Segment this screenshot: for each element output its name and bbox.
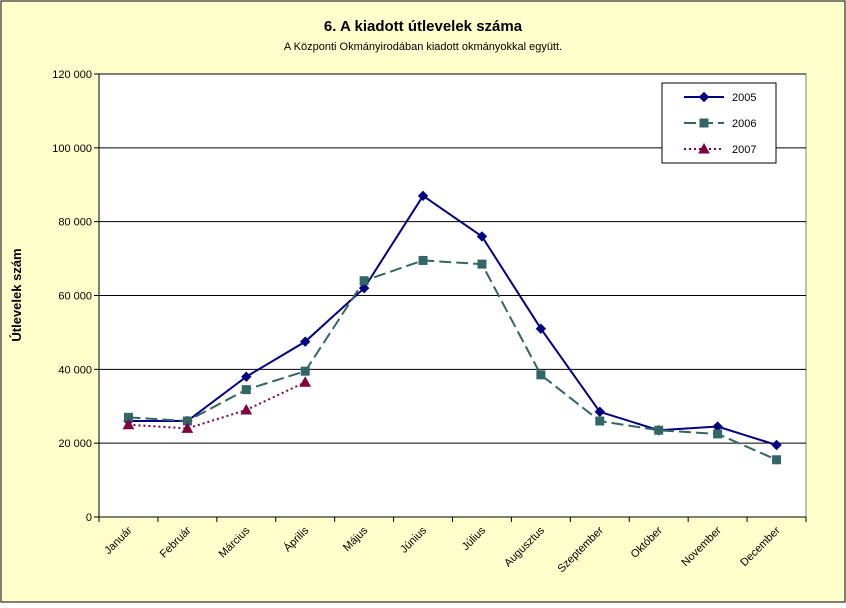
data-point <box>240 403 253 415</box>
data-point <box>122 418 135 430</box>
y-axis: 0 20 000 40 000 60 000 80 000 100 000 120 000 <box>52 69 100 524</box>
legend-item-2005: 2005 <box>684 91 756 104</box>
data-point <box>299 376 312 387</box>
legend-label: 2005 <box>732 92 756 104</box>
legend-marker <box>698 91 710 103</box>
y-axis-label: Útlevelek szám <box>9 248 24 341</box>
legend: 2005 2006 2007 <box>661 82 777 164</box>
data-point <box>536 370 546 380</box>
legend-item-2007: 2007 <box>684 142 756 156</box>
series-layer <box>122 190 782 465</box>
series-2007 <box>122 376 312 433</box>
y-tick-label: 40 000 <box>58 364 92 376</box>
data-point <box>476 231 488 242</box>
data-point <box>417 190 429 202</box>
series-line <box>128 259 777 461</box>
data-point <box>477 259 487 269</box>
y-tick-label: 0 <box>86 512 92 524</box>
data-point <box>535 323 547 334</box>
data-point <box>713 429 723 439</box>
data-point <box>181 422 194 433</box>
y-tick-label: 60 000 <box>58 291 92 303</box>
legend-item-2006: 2006 <box>684 118 756 130</box>
data-point <box>772 455 782 465</box>
data-point <box>771 439 782 451</box>
y-tick-label: 100 000 <box>52 143 92 155</box>
data-point <box>595 416 605 426</box>
chart-title: 6. A kiadott útlevelek száma <box>324 18 523 35</box>
data-point <box>241 371 252 382</box>
series-line <box>128 194 777 446</box>
y-tick-label: 120 000 <box>52 69 92 81</box>
legend-label: 2006 <box>732 118 756 130</box>
legend-marker <box>699 118 709 128</box>
legend-label: 2007 <box>732 144 756 156</box>
data-point <box>300 366 310 376</box>
chart-subtitle: A Központi Okmányirodában kiadott okmány… <box>284 41 562 53</box>
data-point <box>654 425 664 435</box>
data-point <box>594 406 605 417</box>
data-point <box>418 255 428 265</box>
y-tick-label: 20 000 <box>58 438 92 450</box>
y-tick-label: 80 000 <box>58 217 92 229</box>
legend-marker <box>698 142 710 154</box>
data-point <box>359 276 369 286</box>
data-point <box>241 385 251 395</box>
data-point <box>300 336 311 347</box>
